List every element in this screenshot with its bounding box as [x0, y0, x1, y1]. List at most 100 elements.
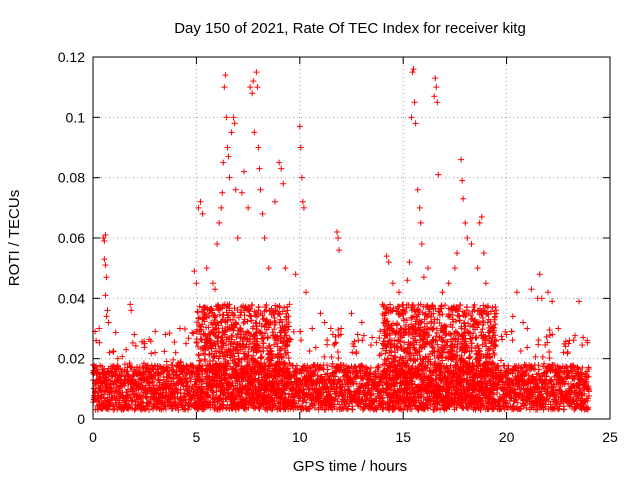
- data-point: [212, 313, 219, 320]
- data-points: [90, 66, 592, 413]
- data-point: [110, 348, 117, 355]
- data-point: [94, 406, 101, 413]
- data-point: [121, 382, 128, 389]
- data-point: [335, 326, 342, 333]
- data-point: [216, 367, 223, 374]
- data-point: [290, 328, 297, 335]
- data-point: [349, 406, 356, 413]
- data-point: [94, 369, 101, 376]
- data-point: [127, 363, 134, 370]
- data-point: [228, 336, 235, 343]
- data-point: [221, 375, 228, 382]
- data-point: [208, 350, 215, 357]
- data-point: [255, 304, 262, 311]
- data-point: [285, 355, 292, 362]
- data-point: [185, 335, 192, 342]
- data-point: [467, 335, 474, 342]
- data-point: [152, 328, 159, 335]
- data-point: [146, 406, 153, 413]
- data-point: [216, 329, 223, 336]
- data-point: [258, 354, 265, 361]
- data-point: [334, 349, 341, 356]
- data-point: [198, 327, 205, 334]
- data-point: [171, 339, 178, 346]
- data-point: [196, 362, 203, 369]
- data-point: [393, 321, 400, 328]
- data-point: [157, 377, 164, 384]
- data-point: [211, 314, 218, 321]
- data-point: [225, 312, 232, 319]
- data-point: [118, 372, 125, 379]
- data-point: [164, 397, 171, 404]
- data-point: [360, 332, 367, 339]
- data-point: [222, 370, 229, 377]
- data-point: [129, 397, 136, 404]
- data-point: [200, 378, 207, 385]
- data-point: [155, 376, 162, 383]
- data-point: [213, 325, 220, 332]
- data-point: [359, 337, 366, 344]
- data-point: [95, 389, 102, 396]
- data-point: [183, 375, 190, 382]
- data-point: [284, 307, 291, 314]
- data-point: [219, 305, 226, 312]
- data-point: [447, 330, 454, 337]
- data-point: [150, 406, 157, 413]
- data-point: [265, 334, 272, 341]
- data-point: [121, 361, 128, 368]
- data-point: [205, 324, 212, 331]
- data-point: [324, 337, 331, 344]
- data-point: [306, 348, 313, 355]
- data-point: [203, 304, 210, 311]
- data-point: [210, 389, 217, 396]
- data-point: [312, 344, 319, 351]
- data-point: [212, 324, 219, 331]
- data-point: [147, 338, 154, 345]
- data-point: [96, 339, 103, 346]
- chart-title: Day 150 of 2021, Rate Of TEC Index for r…: [174, 20, 526, 37]
- data-point: [111, 405, 118, 412]
- data-point: [202, 311, 209, 318]
- data-point: [148, 350, 155, 357]
- data-point: [119, 353, 126, 360]
- data-point: [297, 328, 304, 335]
- data-point: [216, 395, 223, 402]
- data-point: [219, 325, 226, 332]
- data-point: [368, 342, 375, 349]
- data-point: [220, 340, 227, 347]
- data-point: [199, 370, 206, 377]
- data-point: [177, 358, 184, 365]
- data-point: [222, 327, 229, 334]
- data-point: [181, 325, 188, 332]
- data-point: [137, 392, 144, 399]
- data-point: [429, 302, 436, 309]
- data-point: [150, 382, 157, 389]
- data-point: [184, 406, 191, 413]
- data-point: [466, 354, 473, 361]
- data-point: [188, 374, 195, 381]
- data-point: [226, 305, 233, 312]
- data-point: [170, 356, 177, 363]
- data-point: [123, 368, 130, 375]
- data-point: [323, 362, 330, 369]
- data-point: [221, 353, 228, 360]
- data-point: [175, 406, 182, 413]
- data-point: [367, 364, 374, 371]
- data-point: [109, 363, 116, 370]
- data-point: [271, 326, 278, 333]
- data-point: [499, 336, 506, 343]
- data-point: [199, 363, 206, 370]
- data-point: [225, 360, 232, 367]
- data-point: [195, 351, 202, 358]
- data-point: [215, 322, 222, 329]
- gridlines: [93, 57, 610, 419]
- data-point: [205, 393, 212, 400]
- data-point: [209, 307, 216, 314]
- data-point: [129, 339, 136, 346]
- data-point: [163, 358, 170, 365]
- data-point: [139, 372, 146, 379]
- data-point: [166, 330, 173, 337]
- data-point: [223, 342, 230, 349]
- data-point: [324, 366, 331, 373]
